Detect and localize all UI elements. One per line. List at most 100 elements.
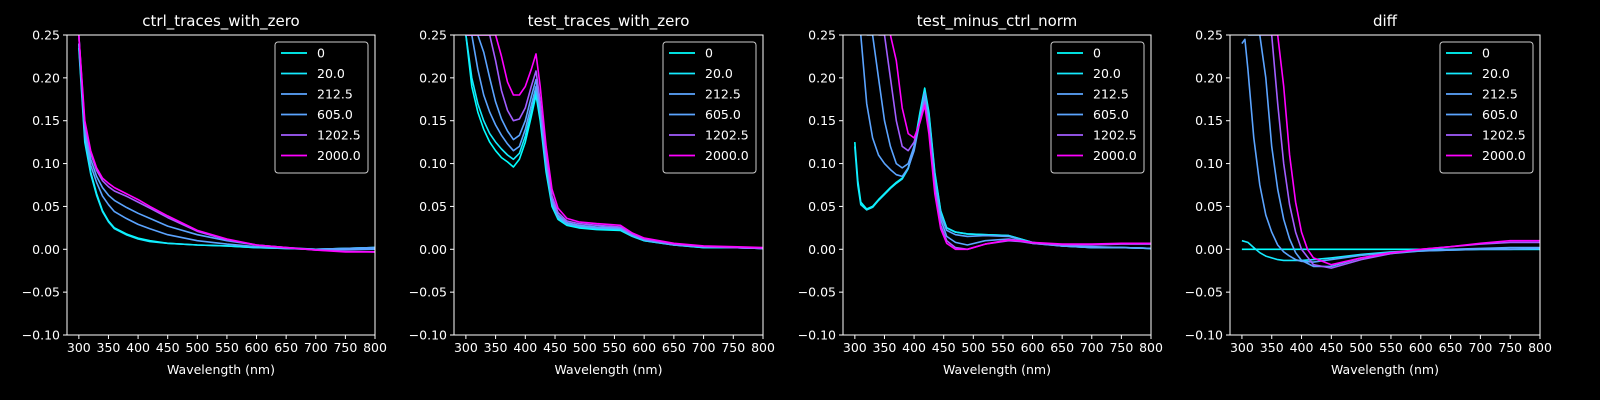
legend-label: 212.5 <box>1093 87 1129 102</box>
chart-title: ctrl_traces_with_zero <box>142 12 299 31</box>
x-tick-label: 300 <box>843 340 867 355</box>
y-tick-label: 0.25 <box>32 28 60 43</box>
legend-box <box>1439 41 1534 174</box>
legend-label: 605.0 <box>1093 107 1129 122</box>
x-tick-label: 350 <box>1260 340 1284 355</box>
x-tick-label: 800 <box>363 340 387 355</box>
legend-label: 212.5 <box>317 87 353 102</box>
y-tick-label: 0.00 <box>1195 242 1223 257</box>
legend-box <box>274 41 369 174</box>
series-line-5 <box>1271 35 1540 266</box>
legend-label: 212.5 <box>1482 87 1518 102</box>
x-tick-label: 650 <box>274 340 298 355</box>
legend: 0 20.0 212.5 605.0 1202.5 2000.0 <box>1439 41 1534 174</box>
y-tick-label: 0.25 <box>1195 28 1223 43</box>
x-tick-label: 800 <box>1139 340 1163 355</box>
x-tick-label: 400 <box>1290 340 1314 355</box>
chart-title: diff <box>1373 12 1398 30</box>
y-tick-label: 0.20 <box>419 70 447 85</box>
y-tick-label: 0.00 <box>32 242 60 257</box>
x-tick-label: 700 <box>1080 340 1104 355</box>
x-tick-label: 600 <box>1021 340 1045 355</box>
y-tick-label: −0.10 <box>409 328 447 343</box>
legend-box <box>1050 41 1145 174</box>
y-tick-label: 0.20 <box>808 70 836 85</box>
legend-label: 1202.5 <box>317 128 361 143</box>
x-tick-label: 650 <box>1050 340 1074 355</box>
legend-label: 1202.5 <box>1093 128 1137 143</box>
legend-label: 605.0 <box>317 107 353 122</box>
y-tick-label: −0.05 <box>1185 285 1223 300</box>
y-tick-label: 0.00 <box>419 242 447 257</box>
x-tick-label: 550 <box>991 340 1015 355</box>
y-tick-label: 0.05 <box>1195 199 1223 214</box>
y-tick-label: 0.15 <box>419 113 447 128</box>
legend-label: 0 <box>1093 46 1101 61</box>
x-tick-label: 300 <box>67 340 91 355</box>
chart-panel-2: 300 350 400 450 500 550 600 650 700 750 800 −0.10 −0… <box>798 12 1163 377</box>
legend: 0 20.0 212.5 605.0 1202.5 2000.0 <box>274 41 369 174</box>
legend-label: 20.0 <box>317 66 345 81</box>
y-tick-label: −0.10 <box>1185 328 1223 343</box>
legend-label: 1202.5 <box>1482 128 1526 143</box>
x-axis-label: Wavelength (nm) <box>1331 362 1439 377</box>
y-tick-label: 0.10 <box>32 156 60 171</box>
y-tick-label: 0.25 <box>808 28 836 43</box>
y-tick-label: 0.05 <box>32 199 60 214</box>
chart-panel-0: 300 350 400 450 500 550 600 650 700 750 800 −0.10 −0… <box>22 12 387 377</box>
y-tick-label: 0.05 <box>808 199 836 214</box>
axes-frame <box>842 34 1152 336</box>
legend-label: 2000.0 <box>1093 148 1137 163</box>
x-tick-label: 700 <box>1468 340 1492 355</box>
x-tick-label: 750 <box>1498 340 1522 355</box>
legend-label: 0 <box>1482 46 1490 61</box>
x-tick-label: 700 <box>692 340 716 355</box>
y-tick-label: −0.05 <box>409 285 447 300</box>
legend-label: 2000.0 <box>317 148 361 163</box>
chart-title: test_traces_with_zero <box>528 12 690 31</box>
legend-label: 605.0 <box>705 107 741 122</box>
legend-label: 2000.0 <box>1482 148 1526 163</box>
x-tick-label: 350 <box>873 340 897 355</box>
legend-label: 605.0 <box>1482 107 1518 122</box>
chart-panel-1: 300 350 400 450 500 550 600 650 700 750 800 −0.10 −0… <box>409 12 775 377</box>
x-tick-label: 500 <box>573 340 597 355</box>
x-tick-label: 650 <box>662 340 686 355</box>
series-line-5 <box>465 35 763 249</box>
axes-frame <box>66 34 376 336</box>
x-tick-label: 450 <box>156 340 180 355</box>
x-tick-label: 550 <box>603 340 627 355</box>
legend-label: 20.0 <box>1093 66 1121 81</box>
x-tick-label: 600 <box>245 340 269 355</box>
series-group <box>78 35 375 253</box>
series-group <box>465 35 763 250</box>
legend: 0 20.0 212.5 605.0 1202.5 2000.0 <box>662 41 757 174</box>
series-line-4 <box>465 35 763 250</box>
legend-label: 212.5 <box>705 87 741 102</box>
legend-label: 2000.0 <box>705 148 749 163</box>
x-tick-label: 600 <box>632 340 656 355</box>
series-line-3 <box>1247 35 1540 268</box>
x-tick-label: 700 <box>304 340 328 355</box>
x-tick-label: 400 <box>902 340 926 355</box>
y-tick-label: 0.05 <box>419 199 447 214</box>
legend-box <box>662 41 757 174</box>
chart-panel-3: 300 350 400 450 500 550 600 650 700 750 800 −0.10 −0… <box>1185 12 1552 377</box>
x-tick-label: 450 <box>932 340 956 355</box>
y-tick-label: 0.15 <box>32 113 60 128</box>
y-tick-label: 0.15 <box>1195 113 1223 128</box>
y-tick-label: −0.10 <box>798 328 836 343</box>
x-tick-label: 450 <box>1319 340 1343 355</box>
y-tick-label: 0.00 <box>808 242 836 257</box>
y-tick-label: 0.25 <box>419 28 447 43</box>
legend-label: 1202.5 <box>705 128 749 143</box>
y-tick-label: −0.05 <box>798 285 836 300</box>
x-tick-label: 500 <box>1349 340 1373 355</box>
y-tick-label: 0.20 <box>32 70 60 85</box>
axes-frame <box>1229 34 1541 336</box>
x-tick-label: 800 <box>751 340 775 355</box>
x-tick-label: 650 <box>1439 340 1463 355</box>
y-tick-label: 0.10 <box>808 156 836 171</box>
x-tick-label: 500 <box>185 340 209 355</box>
